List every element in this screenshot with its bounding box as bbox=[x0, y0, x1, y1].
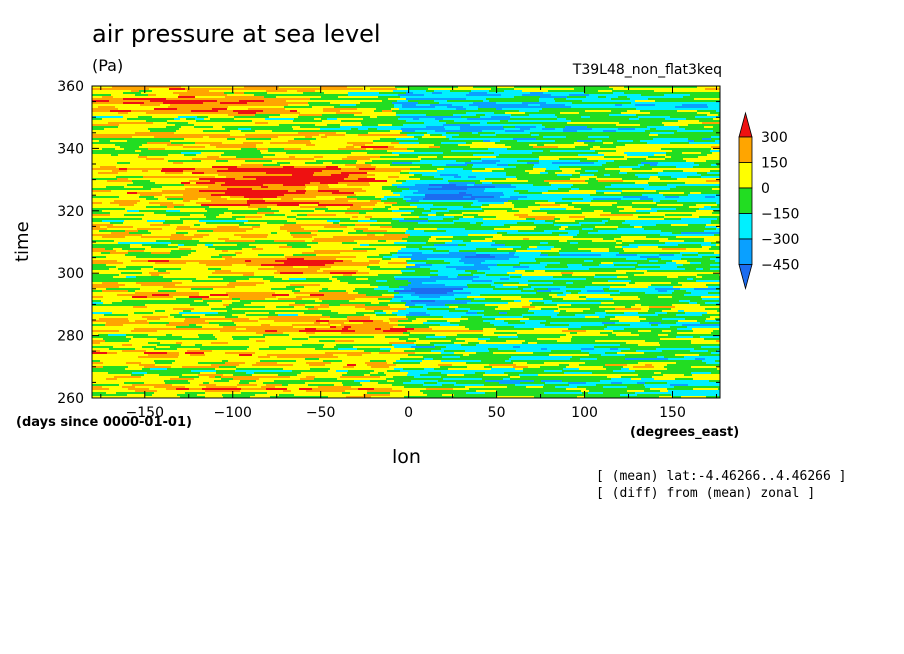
colorbar-label: −150 bbox=[761, 207, 799, 223]
x-tick-label: 50 bbox=[488, 405, 506, 421]
y-tick-label: 340 bbox=[57, 141, 84, 157]
colorbar-label: 0 bbox=[761, 181, 770, 197]
colorbar-segment bbox=[738, 187, 753, 214]
colorbar-segment bbox=[738, 213, 753, 240]
x-axis-units: (degrees_east) bbox=[630, 425, 740, 440]
run-id: T39L48_non_flat3keq bbox=[572, 62, 722, 78]
colorbar-label: −450 bbox=[761, 258, 799, 274]
note-mean-lat: [ (mean) lat:-4.46266..4.46266 ] bbox=[596, 469, 847, 484]
chart-title: air pressure at sea level bbox=[92, 20, 381, 48]
x-axis-label: lon bbox=[392, 446, 421, 468]
y-axis-label: time bbox=[12, 221, 33, 262]
x-tick-label: −100 bbox=[214, 405, 252, 421]
y-tick-label: 280 bbox=[57, 329, 84, 345]
colorbar-segment bbox=[738, 238, 753, 265]
colorbar-label: 300 bbox=[761, 130, 788, 146]
y-tick-label: 300 bbox=[57, 266, 84, 282]
y-tick-label: 360 bbox=[57, 79, 84, 95]
colorbar-label: 150 bbox=[761, 156, 788, 172]
x-tick-label: −50 bbox=[306, 405, 336, 421]
x-tick-label: 100 bbox=[571, 405, 598, 421]
note-diff-zonal: [ (diff) from (mean) zonal ] bbox=[596, 486, 816, 501]
x-tick-label: 150 bbox=[659, 405, 686, 421]
x-tick-label: 0 bbox=[404, 405, 413, 421]
colorbar-bottom-arrow bbox=[738, 264, 753, 291]
colorbar-segment bbox=[738, 136, 753, 163]
colorbar-top-arrow bbox=[738, 111, 753, 138]
chart-units: (Pa) bbox=[92, 56, 124, 75]
y-axis-units: (days since 0000-01-01) bbox=[16, 415, 192, 430]
y-tick-label: 260 bbox=[57, 391, 84, 407]
heatmap-field bbox=[92, 86, 720, 398]
colorbar-label: −300 bbox=[761, 232, 799, 248]
y-tick-label: 320 bbox=[57, 204, 84, 220]
x-tick-label: −150 bbox=[126, 405, 164, 421]
colorbar-segment bbox=[738, 162, 753, 189]
